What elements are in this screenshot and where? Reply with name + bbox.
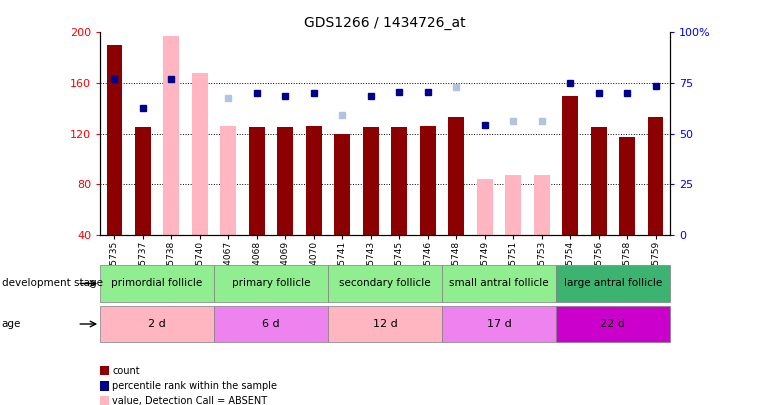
Bar	[556, 265, 670, 302]
Bar	[442, 265, 556, 302]
Bar	[648, 117, 664, 235]
Bar	[591, 127, 607, 235]
Text: age: age	[2, 319, 21, 329]
Text: 22 d: 22 d	[601, 319, 625, 329]
Bar	[619, 137, 635, 235]
Text: percentile rank within the sample: percentile rank within the sample	[112, 381, 277, 391]
Bar	[306, 126, 322, 235]
Bar	[562, 96, 578, 235]
Bar	[328, 265, 442, 302]
Bar	[534, 175, 550, 235]
Text: development stage: development stage	[2, 279, 102, 288]
Bar	[477, 179, 493, 235]
Bar	[556, 306, 670, 342]
Bar	[420, 126, 436, 235]
Text: count: count	[112, 366, 140, 375]
Bar	[328, 306, 442, 342]
Bar	[448, 117, 464, 235]
Bar	[220, 126, 236, 235]
Bar	[442, 306, 556, 342]
Bar	[135, 127, 151, 235]
Bar	[214, 265, 328, 302]
Bar	[163, 36, 179, 235]
Text: 12 d: 12 d	[373, 319, 397, 329]
Bar	[249, 127, 265, 235]
Text: 2 d: 2 d	[148, 319, 166, 329]
Bar	[100, 265, 214, 302]
Bar	[391, 127, 407, 235]
Bar	[363, 127, 379, 235]
Title: GDS1266 / 1434726_at: GDS1266 / 1434726_at	[304, 16, 466, 30]
Text: large antral follicle: large antral follicle	[564, 279, 662, 288]
Text: 17 d: 17 d	[487, 319, 511, 329]
Text: secondary follicle: secondary follicle	[340, 279, 430, 288]
Bar	[505, 175, 521, 235]
Bar	[192, 73, 208, 235]
Text: small antral follicle: small antral follicle	[449, 279, 549, 288]
Bar	[100, 306, 214, 342]
Text: value, Detection Call = ABSENT: value, Detection Call = ABSENT	[112, 396, 267, 405]
Bar	[334, 134, 350, 235]
Text: 6 d: 6 d	[263, 319, 280, 329]
Text: primary follicle: primary follicle	[232, 279, 310, 288]
Text: primordial follicle: primordial follicle	[112, 279, 203, 288]
Bar	[106, 45, 122, 235]
Bar	[214, 306, 328, 342]
Bar	[277, 127, 293, 235]
